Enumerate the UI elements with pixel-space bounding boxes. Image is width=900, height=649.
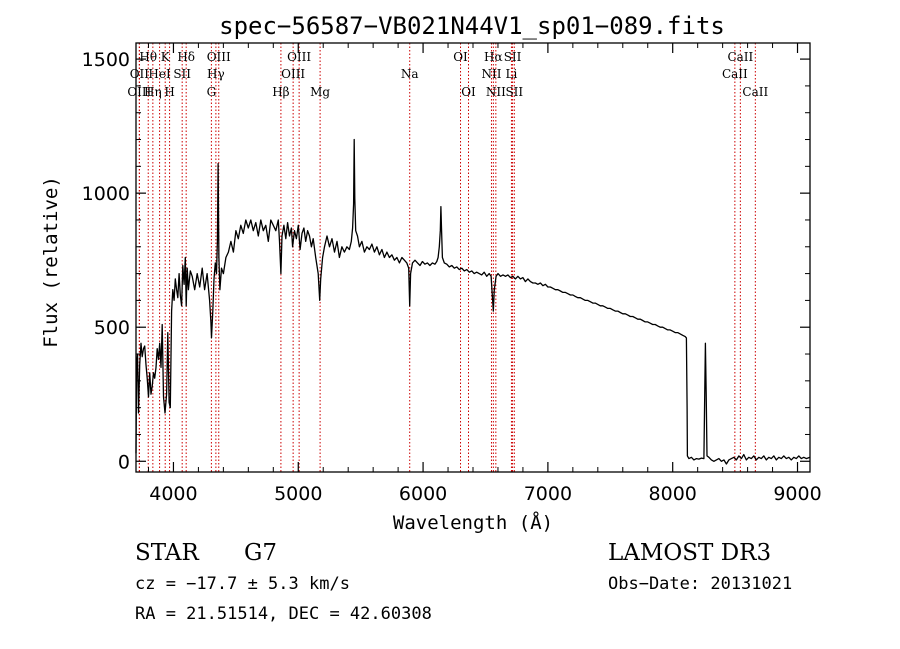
spectral-line-label: NII (481, 67, 501, 81)
chart-title: spec−56587−VB021N44V1_sp01−089.fits (219, 12, 725, 40)
spectral-line-label: Hη (144, 85, 162, 99)
spectral-line-label: CaII (722, 67, 748, 81)
y-tick-label: 1500 (82, 49, 130, 71)
x-tick-label: 7000 (524, 483, 572, 505)
spectral-line-label: Hγ (207, 67, 225, 81)
x-tick-label: 5000 (274, 483, 322, 505)
spectral-line-label: OII (130, 67, 150, 81)
spectral-line-label: HeI (148, 67, 171, 81)
spectral-line-label: H (164, 85, 174, 99)
x-tick-label: 8000 (649, 483, 697, 505)
obs-date-text: Obs−Date: 20131021 (608, 574, 792, 594)
spectral-line-labels: OII OIII Hθ Hη K HeI H SII Hδ OIII Hγ G Hβ OIII OIII Mg… (127, 50, 768, 99)
spectral-line-label: G (207, 85, 217, 99)
subclass: G7 (244, 540, 277, 566)
spectral-line-label: SII (173, 67, 191, 81)
spectrum-line (135, 138, 811, 465)
spectral-line-label: OIII (207, 50, 231, 64)
x-tick-label: 9000 (773, 483, 821, 505)
redshift-text: cz = −17.7 ± 5.3 km/s (135, 574, 350, 594)
spectral-line-label: Hα (484, 50, 503, 64)
spectral-line-label: Hδ (177, 50, 195, 64)
spectral-line-label: Li (506, 67, 518, 81)
y-axis-label: Flux (relative) (40, 176, 62, 348)
x-axis-label: Wavelength (Å) (393, 511, 553, 534)
survey-name: LAMOST DR3 (608, 540, 771, 566)
object-class: STAR (135, 540, 199, 566)
spectral-line-label: OI (461, 85, 476, 99)
spectral-line-markers (138, 43, 756, 472)
x-tick-label: 6000 (399, 483, 447, 505)
x-axis-ticks: 4000 5000 6000 7000 8000 9000 (147, 43, 822, 505)
spectral-line-label: Mg (310, 85, 330, 99)
spectral-line-label: CaII (742, 85, 768, 99)
x-tick-label: 4000 (149, 483, 197, 505)
spectral-line-label: SII (504, 50, 522, 64)
spectral-line-label: OIII (127, 85, 151, 99)
spectral-line-label: Na (401, 67, 419, 81)
y-axis-ticks: 0 500 1000 1500 (82, 49, 810, 473)
coordinates-text: RA = 21.51514, DEC = 42.60308 (135, 604, 432, 624)
y-tick-label: 0 (118, 451, 130, 473)
spectral-line-label: Hβ (272, 85, 289, 99)
spectral-line-label: OIII (287, 50, 311, 64)
spectral-line-label: Hθ (139, 50, 157, 64)
y-tick-label: 500 (94, 317, 130, 339)
y-tick-label: 1000 (82, 183, 130, 205)
spectral-line-label: OI (453, 50, 468, 64)
spectral-line-label: OIII (281, 67, 305, 81)
spectral-line-label: K (161, 50, 171, 64)
spectral-line-label: CaII (727, 50, 753, 64)
spectral-line-label: SII (505, 85, 523, 99)
plot-frame (135, 42, 811, 473)
spectral-line-label: NII (486, 85, 506, 99)
